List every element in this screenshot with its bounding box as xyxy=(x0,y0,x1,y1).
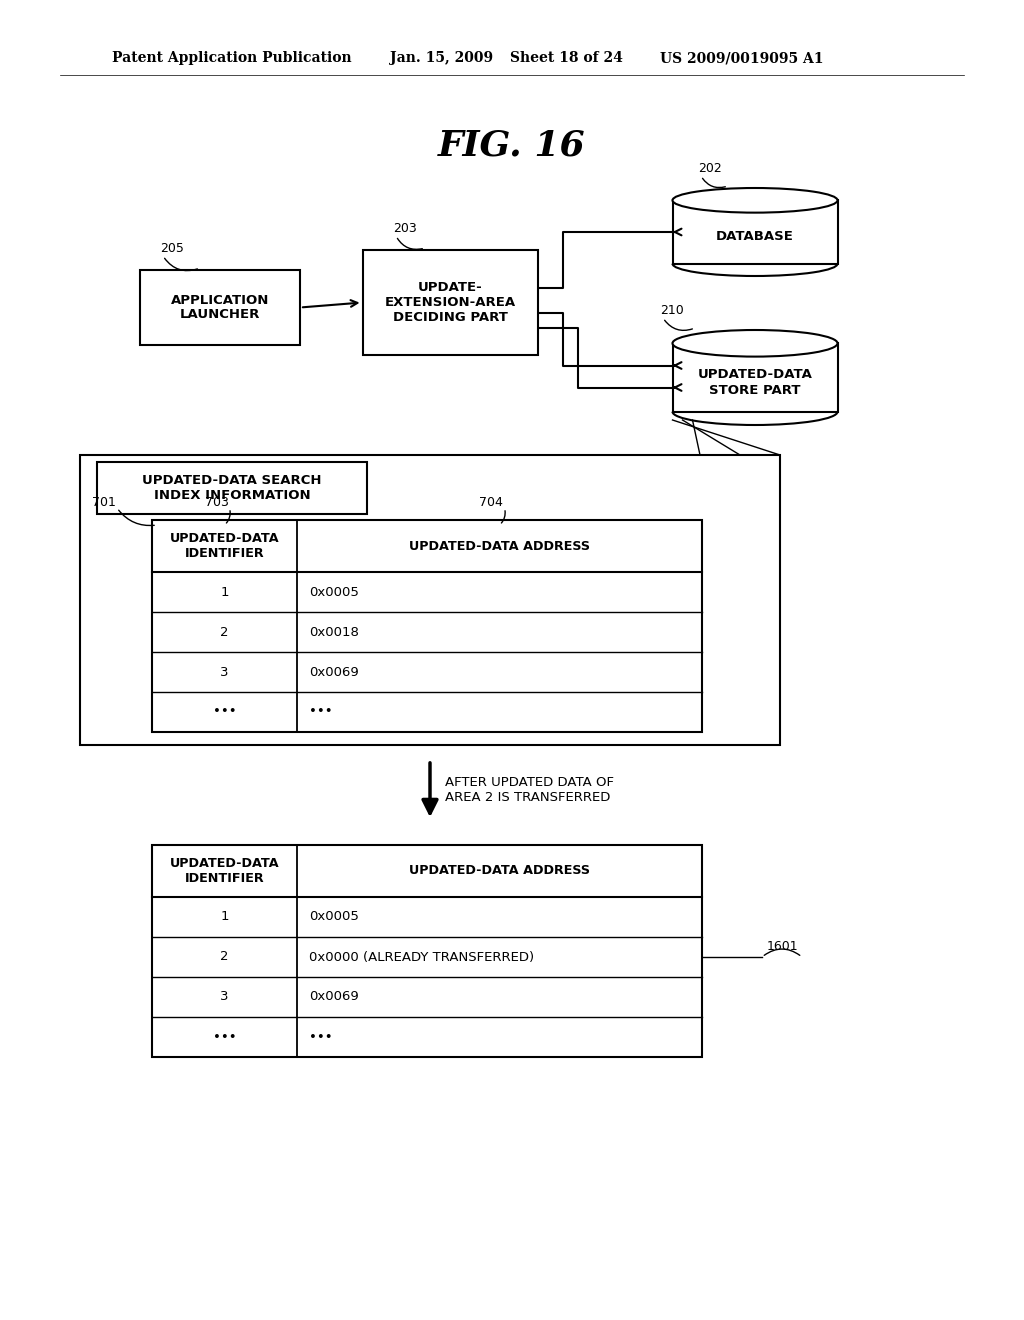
Bar xyxy=(80,455,780,744)
Ellipse shape xyxy=(673,187,838,213)
Bar xyxy=(152,520,702,733)
Text: 0x0018: 0x0018 xyxy=(309,626,358,639)
Text: 205: 205 xyxy=(160,242,184,255)
Bar xyxy=(673,343,838,412)
Text: 2: 2 xyxy=(220,950,228,964)
Text: 0x0069: 0x0069 xyxy=(309,990,358,1003)
Text: 0x0000 (ALREADY TRANSFERRED): 0x0000 (ALREADY TRANSFERRED) xyxy=(309,950,535,964)
Text: 0x0069: 0x0069 xyxy=(309,665,358,678)
Text: •••: ••• xyxy=(309,1031,333,1044)
Text: 210: 210 xyxy=(660,304,684,317)
Text: UPDATED-DATA ADDRESS: UPDATED-DATA ADDRESS xyxy=(409,540,590,553)
Text: 0x0005: 0x0005 xyxy=(309,586,358,598)
Text: 2: 2 xyxy=(220,626,228,639)
Text: 0x0005: 0x0005 xyxy=(309,911,358,924)
Text: AFTER UPDATED DATA OF
AREA 2 IS TRANSFERRED: AFTER UPDATED DATA OF AREA 2 IS TRANSFER… xyxy=(445,776,614,804)
Text: Patent Application Publication: Patent Application Publication xyxy=(112,51,351,65)
Text: 203: 203 xyxy=(393,222,417,235)
Text: 1: 1 xyxy=(220,586,228,598)
Text: Jan. 15, 2009: Jan. 15, 2009 xyxy=(390,51,494,65)
Bar xyxy=(152,845,702,1057)
Text: Sheet 18 of 24: Sheet 18 of 24 xyxy=(510,51,623,65)
Ellipse shape xyxy=(673,330,838,356)
Text: APPLICATION
LAUNCHER: APPLICATION LAUNCHER xyxy=(171,293,269,322)
Text: 1601: 1601 xyxy=(767,940,799,953)
Text: US 2009/0019095 A1: US 2009/0019095 A1 xyxy=(660,51,823,65)
Text: UPDATED-DATA
IDENTIFIER: UPDATED-DATA IDENTIFIER xyxy=(170,857,280,884)
Text: •••: ••• xyxy=(213,1031,237,1044)
Text: UPDATED-DATA
STORE PART: UPDATED-DATA STORE PART xyxy=(697,368,812,396)
Text: 703: 703 xyxy=(205,495,228,508)
Text: 202: 202 xyxy=(698,161,722,174)
Text: •••: ••• xyxy=(213,705,237,718)
Text: 3: 3 xyxy=(220,990,228,1003)
Text: DATABASE: DATABASE xyxy=(716,231,794,243)
Text: 3: 3 xyxy=(220,665,228,678)
Text: 704: 704 xyxy=(479,495,504,508)
Text: UPDATED-DATA ADDRESS: UPDATED-DATA ADDRESS xyxy=(409,865,590,878)
Bar xyxy=(673,201,838,264)
Text: UPDATED-DATA SEARCH
INDEX INFORMATION: UPDATED-DATA SEARCH INDEX INFORMATION xyxy=(142,474,322,502)
Text: UPDATE-
EXTENSION-AREA
DECIDING PART: UPDATE- EXTENSION-AREA DECIDING PART xyxy=(384,281,515,323)
Text: UPDATED-DATA
IDENTIFIER: UPDATED-DATA IDENTIFIER xyxy=(170,532,280,560)
Text: 1: 1 xyxy=(220,911,228,924)
Bar xyxy=(140,271,300,345)
Text: •••: ••• xyxy=(309,705,333,718)
Text: FIG. 16: FIG. 16 xyxy=(438,128,586,162)
Text: 701: 701 xyxy=(92,495,116,508)
Bar xyxy=(362,249,538,355)
Bar xyxy=(97,462,367,513)
